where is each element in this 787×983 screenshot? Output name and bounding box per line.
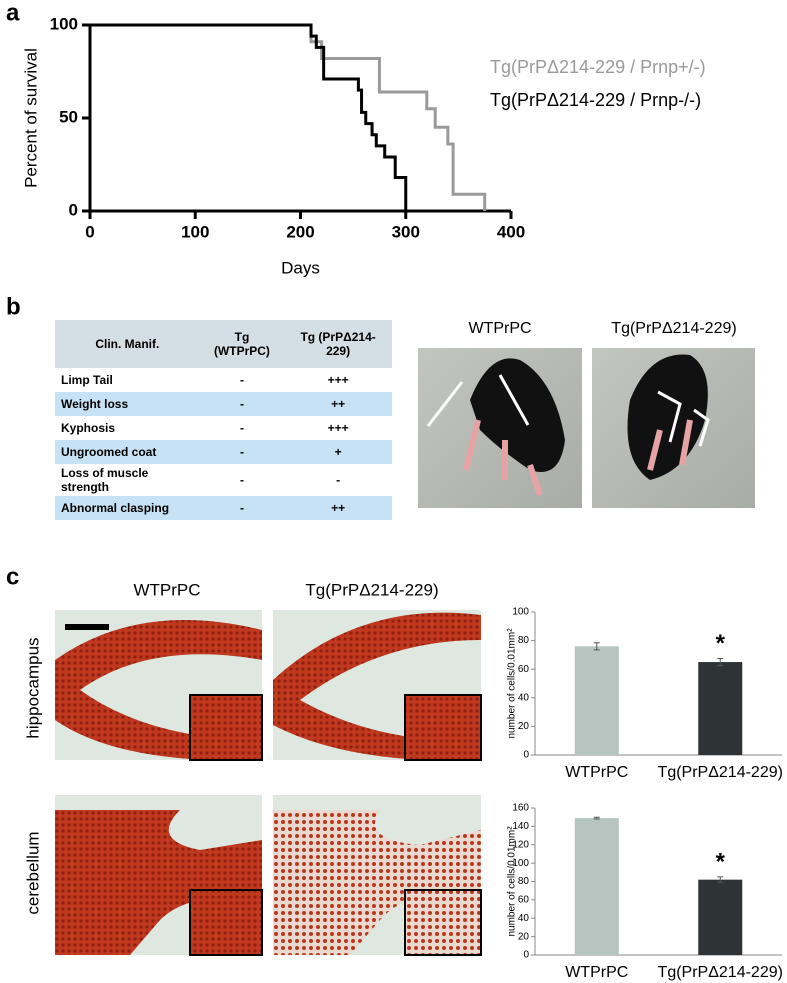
- annotation: *: [716, 848, 726, 875]
- x-tick-label: 100: [181, 222, 209, 241]
- table-cell: Limp Tail: [61, 373, 113, 387]
- x-tick-label: Tg(PrPΔ214-229): [658, 964, 783, 981]
- table-cell: -: [199, 496, 285, 520]
- y-tick-label: 140: [512, 821, 529, 832]
- error-bar: [593, 642, 600, 651]
- histology-image: [55, 795, 263, 956]
- bar: [574, 646, 619, 755]
- y-tick-label: 60: [518, 895, 530, 906]
- bar: [698, 879, 743, 955]
- table-cell: -: [199, 392, 285, 416]
- survival-line: [90, 23, 487, 211]
- y-tick-label: 80: [518, 876, 530, 887]
- panel-label: a: [6, 0, 20, 26]
- column-label: Tg(PrPΔ214-229): [305, 580, 438, 599]
- table-cell: Abnormal clasping: [55, 496, 200, 520]
- panel-label: c: [6, 563, 19, 590]
- histology-image: [55, 610, 263, 761]
- table-cell: +++: [327, 373, 349, 387]
- table-cell: Kyphosis: [61, 421, 116, 435]
- histology-image: [273, 795, 482, 956]
- table-row: Ungroomed coat - +: [55, 440, 392, 464]
- column-label: WTPrPC: [133, 580, 200, 599]
- mouse-photo: [418, 348, 582, 508]
- survival-line: [90, 23, 408, 211]
- table-cell: Ungroomed coat: [55, 440, 200, 464]
- y-tick-label: 20: [518, 931, 530, 942]
- table-row: Limp Tail - +++: [55, 368, 392, 392]
- y-tick-label: 50: [59, 107, 78, 126]
- y-tick-label: 100: [512, 607, 529, 618]
- x-axis-label: Days: [281, 258, 320, 277]
- table-cell: +++: [327, 421, 349, 435]
- table-row: Loss of muscle strength - -: [55, 464, 392, 496]
- table-header: Tg (WTPrPC): [199, 320, 285, 368]
- error-bar: [717, 657, 724, 667]
- y-tick-label: 120: [512, 839, 529, 850]
- y-tick-label: 100: [50, 14, 78, 33]
- photo-label: Tg(PrPΔ214-229): [611, 320, 736, 337]
- table-cell: ++: [284, 496, 392, 520]
- y-axis-label: number of cells/0.01mm²: [507, 628, 518, 739]
- y-tick-label: 40: [518, 692, 530, 703]
- row-label: cerebellum: [23, 831, 42, 914]
- table-row: Weight loss - ++: [55, 392, 392, 416]
- table-cell: -: [199, 440, 285, 464]
- row-label: hippocampus: [23, 637, 42, 738]
- y-tick-label: 40: [518, 913, 530, 924]
- table-row: Kyphosis - +++: [55, 416, 392, 440]
- table-cell: -: [239, 373, 244, 387]
- legend-entry: Tg(PrPΔ214-229 / Prnp+/-): [490, 57, 706, 77]
- y-axis-label: number of cells/0.01mm²: [507, 826, 518, 937]
- table-cell: +: [284, 440, 392, 464]
- y-tick-label: 20: [518, 721, 530, 732]
- y-tick-label: 0: [523, 750, 529, 761]
- table-row: Abnormal clasping - ++: [55, 496, 392, 520]
- error-bar: [593, 816, 600, 820]
- table-cell: -: [336, 473, 341, 487]
- x-tick-label: 200: [286, 222, 314, 241]
- annotation: *: [716, 630, 726, 657]
- x-tick-label: WTPrPC: [565, 964, 628, 981]
- table-header: Tg (PrPΔ214-229): [284, 320, 392, 368]
- photo-label: WTPrPC: [468, 320, 531, 337]
- y-tick-label: 0: [523, 950, 529, 961]
- x-tick-label: 400: [497, 222, 525, 241]
- clinical-table: Clin. Manif. Tg (WTPrPC) Tg (PrPΔ214-229) L…: [55, 320, 392, 520]
- panel-label: b: [6, 293, 21, 320]
- table-cell: -: [239, 421, 244, 435]
- table-cell: ++: [284, 392, 392, 416]
- y-tick-label: 80: [518, 635, 530, 646]
- y-tick-label: 160: [512, 803, 529, 814]
- x-tick-label: 300: [392, 222, 420, 241]
- mouse-photo: [592, 348, 755, 508]
- y-tick-label: 100: [512, 858, 529, 869]
- table-cell: -: [239, 473, 244, 487]
- x-tick-label: WTPrPC: [565, 764, 628, 781]
- legend-entry: Tg(PrPΔ214-229 / Prnp-/-): [490, 90, 701, 110]
- table-header: Clin. Manif.: [55, 320, 200, 368]
- histology-image: [273, 610, 482, 761]
- bar: [574, 818, 619, 955]
- x-tick-label: 0: [85, 222, 94, 241]
- x-tick-label: Tg(PrPΔ214-229): [658, 764, 783, 781]
- bar: [698, 662, 743, 755]
- y-axis-label: Percent of survival: [21, 48, 40, 188]
- table-cell: Loss of muscle strength: [61, 466, 149, 494]
- table-cell: Weight loss: [55, 392, 200, 416]
- y-tick-label: 0: [69, 200, 78, 219]
- y-tick-label: 60: [518, 664, 530, 675]
- error-bar: [717, 876, 724, 883]
